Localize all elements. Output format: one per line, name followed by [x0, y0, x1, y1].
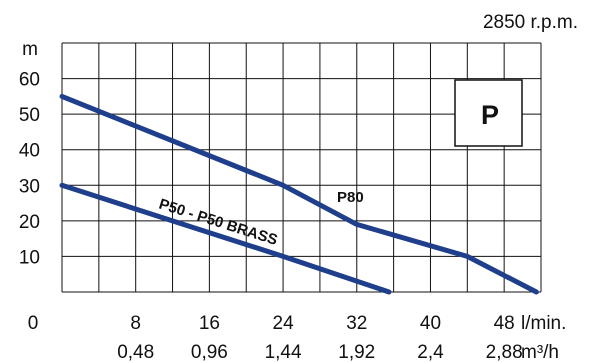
series-line-p80 — [59, 93, 539, 295]
x-tick-label-lmin: 8 — [130, 313, 141, 334]
y-tick-label: 50 — [19, 105, 40, 126]
series-line-p50 — [59, 182, 392, 295]
x-tick-label-m3h: 0,48 — [117, 342, 154, 363]
y-tick-label: 10 — [19, 247, 40, 268]
series-label-p80: P80 — [337, 189, 364, 206]
x-tick-label-lmin: 48 — [494, 313, 515, 334]
x-tick-label-m3h: 2,88 — [486, 342, 523, 363]
y-tick-label: 40 — [19, 141, 40, 162]
x-tick-labels: 8 0,48 16 0,96 24 1,44 32 1,92 40 2,4 48 2,88 — [117, 313, 522, 363]
model-badge-text: P — [481, 100, 499, 130]
x-tick-label-m3h: 2,4 — [417, 342, 444, 363]
x-tick-label-lmin: 32 — [346, 313, 367, 334]
y-axis-label: m — [22, 39, 38, 60]
x-unit-m3h: m³/h — [521, 342, 559, 363]
x-tick-label-lmin: 40 — [420, 313, 441, 334]
chart-title: 2850 r.p.m. — [483, 12, 578, 33]
x-tick-label-m3h: 0,96 — [191, 342, 228, 363]
y-tick-label: 60 — [19, 70, 40, 91]
model-badge: P — [454, 79, 523, 147]
y-tick-label: 20 — [19, 212, 40, 233]
x-tick-label-lmin: 16 — [199, 313, 220, 334]
x-unit-lmin: l/min. — [521, 313, 566, 334]
x-tick-label-m3h: 1,44 — [265, 342, 302, 363]
y-tick-label: 30 — [19, 176, 40, 197]
x-tick-label-m3h: 1,92 — [338, 342, 375, 363]
x-origin-label: 0 — [28, 313, 39, 334]
series-lines — [59, 93, 539, 295]
model-badge-box — [454, 79, 523, 147]
x-tick-label-lmin: 24 — [273, 313, 295, 334]
y-tick-labels: 10 20 30 40 50 60 — [19, 70, 40, 269]
